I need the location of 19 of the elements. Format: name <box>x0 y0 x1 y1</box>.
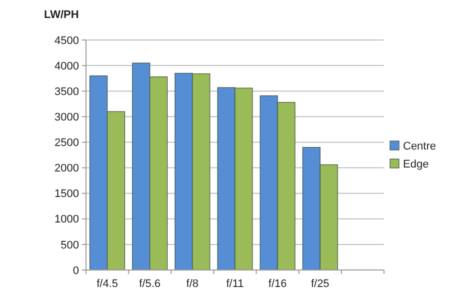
y-tick-label: 2000 <box>54 162 79 175</box>
x-tick-label: f/25 <box>310 278 330 290</box>
y-axis-title: LW/PH <box>44 9 79 21</box>
legend-label: Centre <box>403 140 436 152</box>
x-tick-label: f/5.6 <box>139 278 161 290</box>
x-tick-label: f/16 <box>268 278 287 290</box>
x-tick-label: f/11 <box>226 278 244 290</box>
y-tick-label: 1500 <box>54 188 79 200</box>
y-tick-label: 3500 <box>54 86 79 98</box>
y-tick-label: 500 <box>60 239 79 252</box>
y-tick-label: 4500 <box>54 34 79 47</box>
y-tick-label: 0 <box>72 264 79 277</box>
x-tick-label: f/8 <box>186 278 199 290</box>
y-tick-label: 2500 <box>54 137 79 150</box>
x-tick-label: f/4.5 <box>96 278 118 290</box>
y-tick-label: 1000 <box>54 214 79 226</box>
y-tick-label: 4000 <box>54 60 79 72</box>
y-tick-label: 3000 <box>54 112 79 124</box>
legend-label: Edge <box>403 158 429 170</box>
